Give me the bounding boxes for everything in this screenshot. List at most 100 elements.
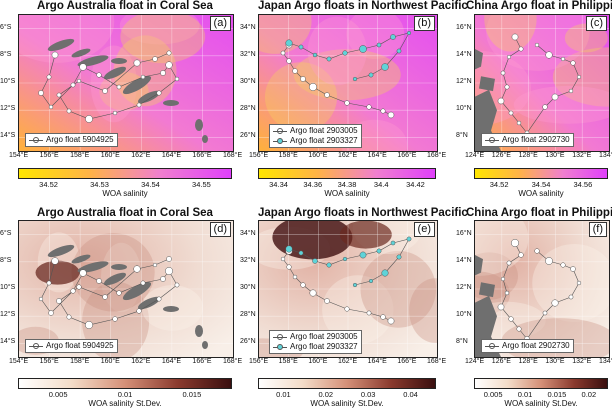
float-profile-marker	[560, 56, 566, 62]
field-blob	[484, 15, 537, 52]
lon-tick-label: 158°E	[70, 152, 90, 159]
colorbar-tick-label: 34.42	[406, 180, 425, 189]
float-profile-marker	[298, 250, 304, 256]
lon-tick-label: 168°E	[427, 358, 447, 365]
float-profile-marker	[406, 236, 412, 242]
float-profile-marker	[342, 256, 348, 262]
land-island	[77, 261, 109, 273]
field-blob	[486, 15, 590, 71]
colorbar-tick-label: 0.02	[318, 390, 334, 399]
float-profile-marker	[387, 317, 395, 325]
colorbar	[258, 168, 436, 179]
panel-a-map: (a) Argo float 5904925	[18, 14, 234, 152]
float-profile-marker	[85, 115, 93, 123]
field-blob	[513, 85, 609, 124]
lat-tick-label: 14°N	[456, 50, 472, 58]
float-profile-marker	[396, 254, 402, 260]
colorbar-tick-label: 0.005	[48, 390, 68, 399]
lat-tick-label: 12°S	[0, 105, 16, 113]
float-profile-marker	[312, 52, 318, 58]
lon-tick-label: 166°E	[397, 358, 417, 365]
float-profile-marker	[48, 104, 54, 110]
colorbar-tick-label: 0.01	[517, 390, 533, 399]
float-profile-marker	[280, 50, 286, 56]
float-profile-marker	[166, 256, 172, 262]
lat-tick-label: 32°N	[240, 256, 256, 264]
float-profile-marker	[497, 97, 505, 105]
float-profile-marker	[56, 92, 62, 98]
float-profile-marker	[376, 42, 382, 48]
float-profile-marker	[165, 267, 173, 275]
float-profile-marker	[174, 76, 180, 82]
land-island	[202, 135, 208, 143]
lon-tick-label: 158°E	[278, 358, 298, 365]
float-profile-marker	[504, 290, 510, 296]
colorbar-tick-label: 34.54	[531, 180, 551, 189]
land-island	[163, 100, 179, 106]
float-profile-marker	[518, 252, 524, 258]
lon-tick-label: 130°E	[545, 358, 565, 365]
legend-float-2903005: Argo float 2903005	[290, 126, 358, 135]
panel-b-label: (b)	[413, 16, 435, 31]
float-profile-marker	[51, 51, 59, 59]
float-profile-marker	[46, 280, 52, 286]
colorbar-tick-label: 0.015	[182, 390, 202, 399]
float-profile-marker	[545, 257, 553, 265]
legend-float-2902730: Argo float 2902730	[502, 135, 570, 144]
lat-tick-label: 10°N	[456, 311, 472, 319]
field-blob	[120, 15, 206, 64]
colorbar-tick-label: 0.01	[276, 390, 291, 399]
float-profile-marker	[66, 108, 72, 114]
land-island	[202, 341, 208, 349]
float-profile-marker	[102, 88, 108, 94]
field-blob	[322, 275, 394, 345]
float-profile-marker	[390, 240, 396, 246]
float-profile-marker	[510, 238, 520, 248]
float-profile-marker	[300, 282, 306, 288]
float-profile-marker	[406, 30, 412, 36]
float-profile-marker	[85, 321, 93, 329]
lon-tick-label: 132°E	[572, 358, 592, 365]
land-island	[77, 55, 109, 67]
colorbar	[258, 378, 436, 389]
colorbar-tick-label: 34.38	[337, 180, 357, 189]
float-profile-marker	[286, 264, 292, 270]
float-profile-marker	[56, 298, 62, 304]
panel-c-legend: Argo float 2902730	[481, 133, 574, 147]
lat-tick-label: 12°N	[456, 284, 472, 291]
lon-tick-label: 162°E	[338, 152, 358, 159]
panel-b-legend: Argo float 2903005 Argo float 2903327	[269, 124, 362, 148]
lon-tick-label: 162°E	[131, 152, 151, 159]
float-profile-marker	[156, 90, 162, 96]
colorbar-title: WOA salinity	[518, 189, 564, 198]
float-profile-marker	[70, 288, 76, 294]
float-profile-marker	[352, 76, 358, 82]
float-profile-marker	[342, 50, 348, 56]
float-profile-marker	[79, 63, 87, 71]
colorbar-tick-label: 0.005	[483, 390, 503, 399]
float-profile-marker	[506, 54, 512, 60]
float-profile-marker	[96, 72, 102, 78]
colorbar	[18, 378, 232, 389]
float-profile-marker	[381, 63, 389, 71]
float-profile-marker	[568, 88, 574, 94]
panel-b-map: (b) Argo float 2903005 Argo float 290332…	[258, 14, 438, 152]
colorbar-tick-label: 34.56	[573, 180, 593, 189]
land-island	[163, 306, 179, 312]
float-profile-marker	[326, 262, 332, 268]
lat-tick-label: 12°N	[456, 78, 472, 85]
float-profile-marker	[344, 100, 350, 106]
lon-tick-label: 126°E	[491, 358, 511, 365]
panel-d-label: (d)	[209, 222, 231, 237]
panel-c-label: (c)	[586, 16, 607, 31]
float-profile-marker	[152, 56, 158, 62]
colorbar-tick-label: 34.52	[39, 180, 58, 189]
float-profile-marker	[545, 51, 553, 59]
lat-tick-label: 14°S	[0, 338, 16, 346]
lat-tick-label: 30°N	[240, 284, 256, 291]
legend-float-2903327: Argo float 2903327	[290, 136, 358, 145]
float-profile-marker	[286, 58, 292, 64]
colorbar	[474, 378, 608, 389]
panel-e-map: (e) Argo float 2903005 Argo float 290332…	[258, 220, 438, 358]
lat-tick-label: 10°S	[0, 284, 16, 291]
